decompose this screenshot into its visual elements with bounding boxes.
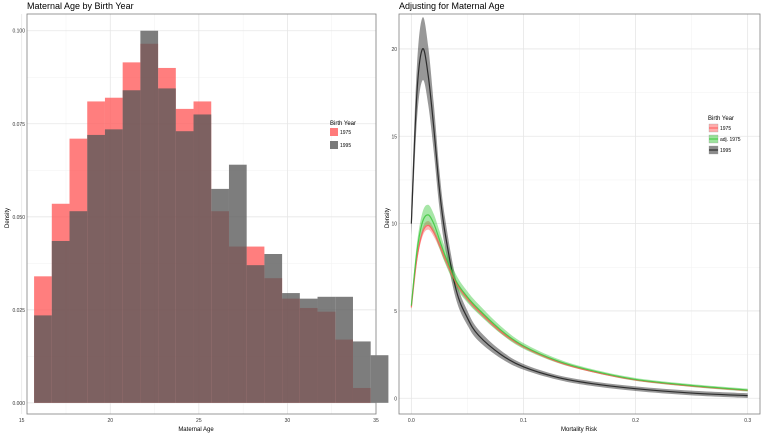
hist-ylabel: Density xyxy=(5,208,11,228)
density-xtick-label: 0.2 xyxy=(632,418,639,424)
hist-bar-1995 xyxy=(34,315,52,403)
hist-xtick-label: 25 xyxy=(196,418,202,424)
hist-panel: 15 20 25 30 35 0.000 0.025 0.050 0.075 0.100 xyxy=(12,13,389,424)
hist-xtick-label: 15 xyxy=(19,418,25,424)
hist-bar-1995 xyxy=(370,355,389,403)
density-xtick-label: 0.3 xyxy=(744,418,751,424)
hist-bar-1995 xyxy=(282,293,300,403)
density-ytick-label: 0 xyxy=(394,396,397,402)
hist-bar-1995 xyxy=(122,90,141,403)
hist-bar-1995 xyxy=(193,114,212,403)
hist-bar-1995 xyxy=(335,296,353,403)
hist-xlabel: Maternal Age xyxy=(178,427,214,433)
density-ytick-label: 15 xyxy=(391,134,397,140)
hist-xtick-label: 20 xyxy=(107,418,113,424)
hist-legend-title: Birth Year xyxy=(330,121,356,127)
hist-ytick-label: 0.050 xyxy=(12,215,25,221)
density-legend-label-1995: 1995 xyxy=(720,148,731,154)
hist-title: Maternal Age by Birth Year xyxy=(27,1,134,11)
hist-legend-label-1995: 1995 xyxy=(340,143,351,149)
hist-bar-1995 xyxy=(104,129,123,403)
hist-ytick-label: 0.025 xyxy=(12,308,25,314)
hist-bar-1995 xyxy=(299,298,318,403)
density-ylabel: Density xyxy=(385,208,391,228)
hist-legend-key-1975 xyxy=(330,128,338,136)
hist-bar-1995 xyxy=(211,188,229,403)
hist-legend-key-1995 xyxy=(330,141,338,149)
hist-bar-1995 xyxy=(352,341,371,403)
hist-xtick-label: 35 xyxy=(373,418,379,424)
density-xlabel: Mortality Risk xyxy=(561,427,598,433)
hist-bar-1995 xyxy=(228,164,247,403)
hist-ytick-label: 0.075 xyxy=(12,122,25,128)
hist-bar-1995 xyxy=(69,211,88,403)
density-line-adj-1975 xyxy=(410,214,748,391)
density-panel-border xyxy=(398,13,761,415)
hist-bar-1995 xyxy=(317,296,336,403)
hist-bar-1995 xyxy=(140,30,159,403)
density-line-1975 xyxy=(410,224,748,392)
hist-bar-1995 xyxy=(264,254,283,403)
hist-ytick-label: 0.100 xyxy=(12,29,25,35)
density-title: Adjusting for Maternal Age xyxy=(399,1,505,11)
hist-bar-1995 xyxy=(175,131,194,403)
hist-bar-1995 xyxy=(87,134,105,403)
density-legend-title: Birth Year xyxy=(708,116,734,122)
density-legend-label-adj-1975: adj. 1975 xyxy=(720,137,741,143)
hist-bar-1995 xyxy=(51,240,70,403)
density-panel: 0.0 0.1 0.2 0.3 0 5 10 15 20 xyxy=(391,13,761,424)
density-line-1995 xyxy=(410,48,748,397)
density-xtick-label: 0.0 xyxy=(408,418,415,424)
hist-bar-1995 xyxy=(246,265,265,403)
hist-bar-1995 xyxy=(158,88,176,403)
hist-xtick-label: 30 xyxy=(285,418,291,424)
density-ytick-label: 10 xyxy=(391,222,397,228)
density-ytick-label: 20 xyxy=(391,47,397,53)
density-ytick-label: 5 xyxy=(394,309,397,315)
hist-panel-border xyxy=(26,13,377,415)
hist-ytick-label: 0.000 xyxy=(12,401,25,407)
density-legend-label-1975: 1975 xyxy=(720,126,731,132)
hist-legend-label-1975: 1975 xyxy=(340,130,351,136)
density-xtick-label: 0.1 xyxy=(520,418,527,424)
